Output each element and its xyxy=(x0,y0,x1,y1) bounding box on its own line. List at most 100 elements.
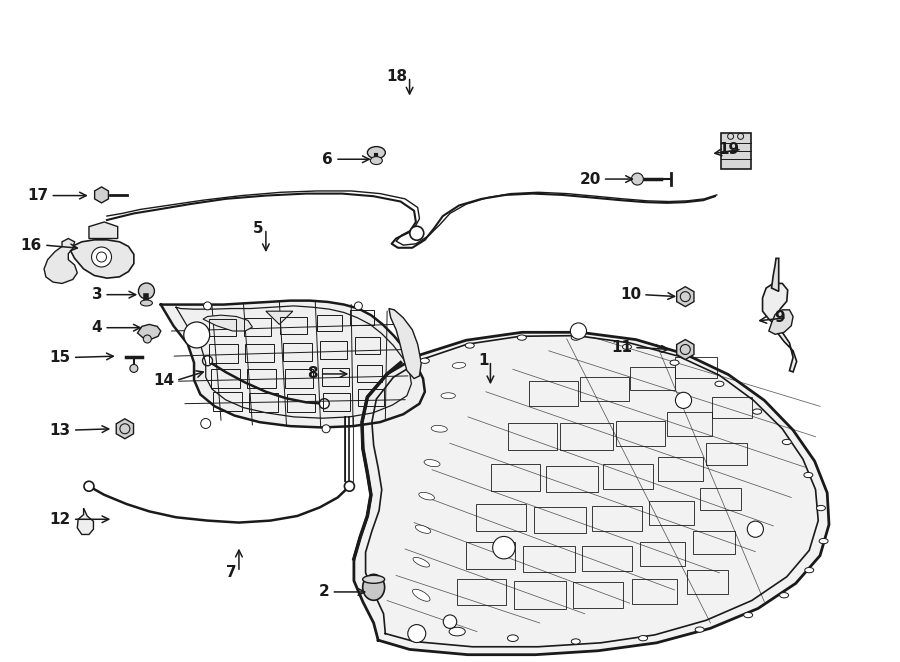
Polygon shape xyxy=(354,332,829,655)
Bar xyxy=(514,581,566,609)
Ellipse shape xyxy=(804,473,813,478)
Bar xyxy=(284,369,313,388)
Bar xyxy=(456,579,506,605)
Bar xyxy=(528,381,578,406)
Polygon shape xyxy=(138,324,161,339)
Circle shape xyxy=(202,355,212,365)
Text: 1: 1 xyxy=(478,354,489,368)
Bar xyxy=(356,365,382,381)
Bar xyxy=(706,443,747,465)
Circle shape xyxy=(322,425,330,433)
Bar xyxy=(712,397,751,418)
Ellipse shape xyxy=(639,636,648,641)
Bar xyxy=(721,133,751,169)
Circle shape xyxy=(571,323,587,339)
Bar xyxy=(616,421,665,446)
Circle shape xyxy=(492,536,515,559)
Bar xyxy=(355,337,380,354)
Text: 6: 6 xyxy=(322,152,333,167)
Polygon shape xyxy=(68,240,134,278)
Ellipse shape xyxy=(805,567,814,573)
Text: 7: 7 xyxy=(226,565,237,580)
Ellipse shape xyxy=(518,335,526,340)
Text: 13: 13 xyxy=(50,422,71,438)
Text: 16: 16 xyxy=(21,238,42,253)
Ellipse shape xyxy=(420,358,429,363)
Bar xyxy=(582,546,632,571)
Polygon shape xyxy=(677,340,694,359)
Bar xyxy=(491,465,540,491)
Circle shape xyxy=(130,364,138,373)
Polygon shape xyxy=(44,238,77,283)
Text: 5: 5 xyxy=(253,221,264,236)
Circle shape xyxy=(355,302,363,310)
Bar xyxy=(561,424,613,450)
Polygon shape xyxy=(116,419,133,439)
Bar xyxy=(534,506,586,533)
Ellipse shape xyxy=(412,589,430,601)
Bar xyxy=(546,466,598,492)
Bar xyxy=(630,367,674,390)
Bar xyxy=(286,394,315,412)
Ellipse shape xyxy=(816,505,825,510)
Ellipse shape xyxy=(418,493,435,500)
Circle shape xyxy=(410,226,424,240)
Bar xyxy=(244,318,271,336)
Text: 15: 15 xyxy=(50,350,71,365)
Ellipse shape xyxy=(782,440,791,445)
Bar xyxy=(633,579,677,604)
Bar xyxy=(699,488,741,510)
Ellipse shape xyxy=(140,300,152,306)
Text: 19: 19 xyxy=(719,142,740,157)
Text: 18: 18 xyxy=(386,69,408,84)
Bar xyxy=(247,369,275,388)
Bar xyxy=(592,506,642,531)
Ellipse shape xyxy=(371,157,382,165)
Ellipse shape xyxy=(695,627,704,632)
Bar xyxy=(213,393,241,411)
Bar xyxy=(320,341,346,359)
Text: 10: 10 xyxy=(620,287,641,302)
Bar xyxy=(350,310,374,326)
Ellipse shape xyxy=(413,557,429,567)
Ellipse shape xyxy=(670,360,679,365)
Circle shape xyxy=(203,302,212,310)
Ellipse shape xyxy=(819,538,828,544)
Ellipse shape xyxy=(363,575,384,583)
Circle shape xyxy=(444,615,456,628)
Text: 20: 20 xyxy=(580,171,600,187)
Circle shape xyxy=(92,247,112,267)
Ellipse shape xyxy=(431,426,447,432)
Ellipse shape xyxy=(367,146,385,159)
Bar xyxy=(523,545,575,572)
Ellipse shape xyxy=(465,343,474,348)
Bar xyxy=(508,424,557,450)
Text: 17: 17 xyxy=(27,188,49,203)
Ellipse shape xyxy=(623,344,632,350)
Polygon shape xyxy=(389,308,421,379)
Circle shape xyxy=(201,418,211,428)
Ellipse shape xyxy=(449,628,465,636)
Bar xyxy=(659,457,703,481)
Text: 3: 3 xyxy=(92,287,103,302)
Circle shape xyxy=(747,521,763,538)
Circle shape xyxy=(345,481,355,491)
Bar xyxy=(687,571,728,594)
Ellipse shape xyxy=(508,635,518,641)
Ellipse shape xyxy=(441,393,455,399)
Circle shape xyxy=(139,283,155,299)
Circle shape xyxy=(184,322,210,348)
Bar xyxy=(317,315,342,331)
Ellipse shape xyxy=(416,525,431,534)
Text: 14: 14 xyxy=(153,373,174,388)
Ellipse shape xyxy=(715,381,724,387)
Ellipse shape xyxy=(453,362,465,368)
Bar xyxy=(323,393,350,410)
Bar xyxy=(476,504,526,530)
Bar xyxy=(650,500,694,524)
Circle shape xyxy=(675,393,691,408)
Circle shape xyxy=(143,335,151,343)
Polygon shape xyxy=(203,315,252,331)
Bar xyxy=(280,317,307,334)
Ellipse shape xyxy=(752,409,761,414)
